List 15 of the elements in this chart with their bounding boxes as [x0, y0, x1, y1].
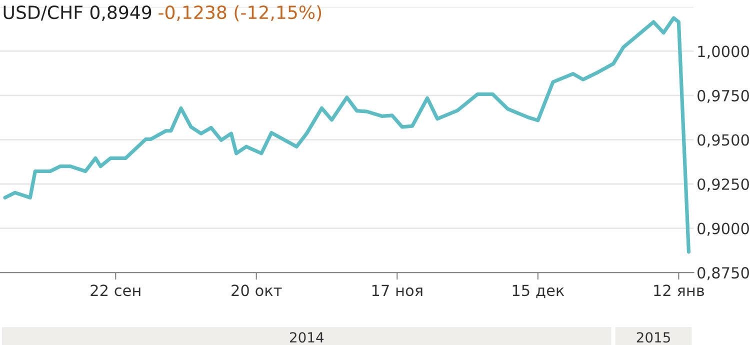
x-tick-label: 17 ноя	[372, 284, 422, 296]
x-tick-label: 12 янв	[654, 284, 704, 296]
x-tick-label: 22 сен	[90, 284, 140, 296]
y-tick-label: 0,9250	[698, 178, 749, 192]
y-tick-label: 1,0000	[698, 46, 749, 59]
x2-tick-label: 2015	[636, 332, 670, 343]
chart-title: USD/CHF 0,8949	[4, 5, 152, 21]
y-tick-label: 0,9750	[698, 90, 749, 104]
y-tick-label: 0,9000	[698, 222, 749, 236]
y-tick-label: 0,9500	[698, 134, 749, 148]
chart-subtitle: -0,1238 (-12,15%)	[158, 5, 322, 22]
x-tick-label: 15 дек	[512, 284, 564, 298]
y-tick-label: 0,8750	[698, 267, 749, 280]
x-tick-label: 20 окт	[232, 284, 282, 296]
x2-tick-label: 2014	[290, 332, 324, 343]
